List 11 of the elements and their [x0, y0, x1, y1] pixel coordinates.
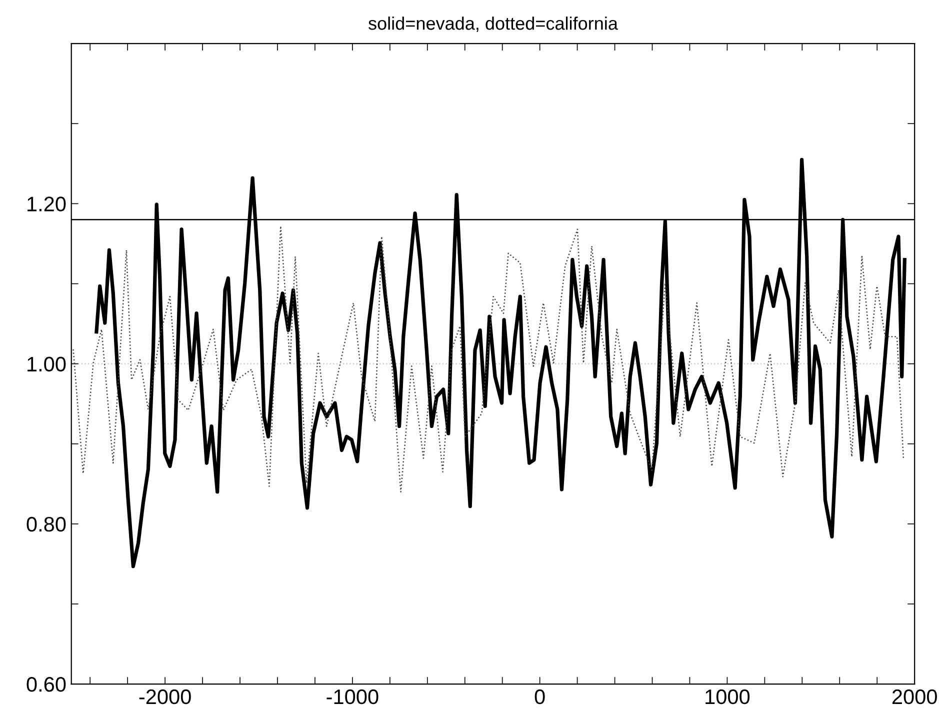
y-tick-label: 0.60 [26, 677, 66, 692]
line-series [72, 225, 904, 492]
x-tick-label: 0 [534, 689, 545, 704]
y-tick-label: 1.20 [28, 196, 66, 212]
x-tick-label: 2000 [892, 689, 937, 704]
y-tick-label: 0.80 [26, 516, 66, 532]
x-tick-label: -2000 [139, 689, 191, 704]
x-tick-label: -1000 [326, 689, 378, 704]
chart-title: solid=nevada, dotted=california [368, 16, 618, 32]
y-tick-label: 1.00 [28, 356, 66, 372]
x-tick-label: 1000 [706, 689, 750, 704]
